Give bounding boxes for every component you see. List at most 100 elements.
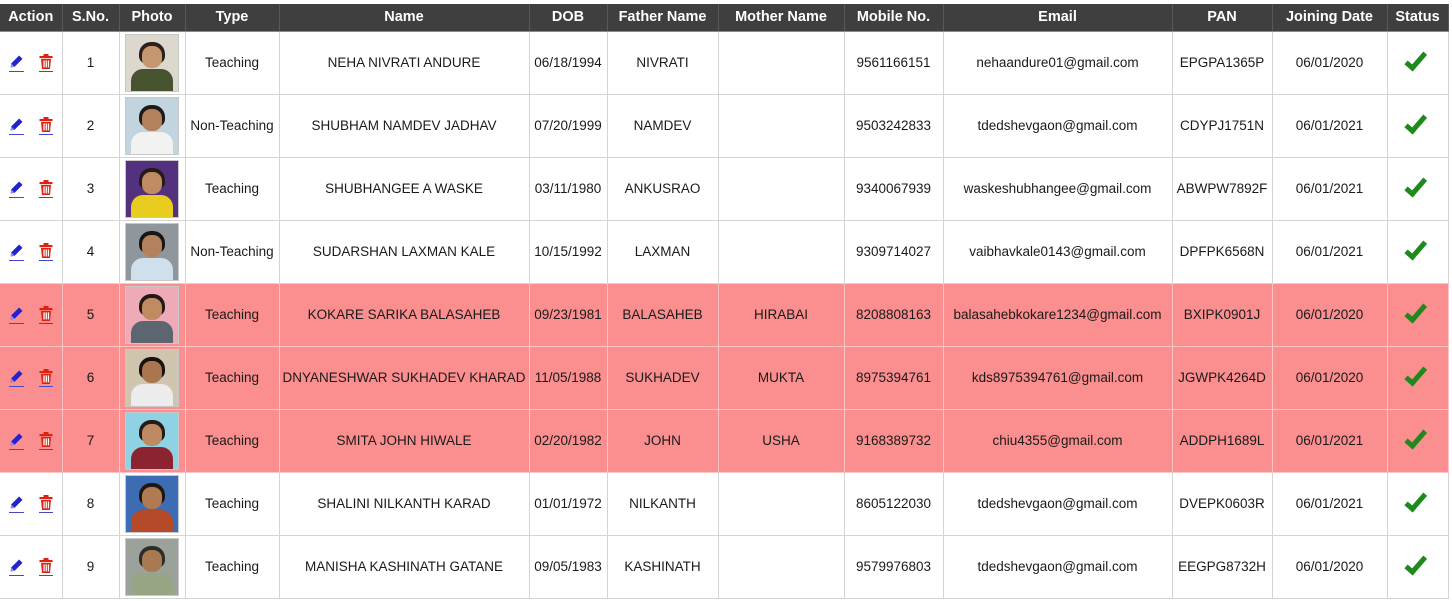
dob-cell: 10/15/1992: [528, 219, 608, 284]
action-cell: [0, 156, 63, 221]
type-cell: Teaching: [184, 345, 280, 410]
photo-face-shape: [142, 108, 162, 131]
delete-button[interactable]: [38, 179, 53, 198]
edit-button[interactable]: [8, 558, 24, 576]
type-cell: Teaching: [184, 282, 280, 347]
edit-button[interactable]: [8, 243, 24, 261]
column-header-father-name: Father Name: [607, 4, 719, 32]
delete-button[interactable]: [38, 242, 53, 261]
email-cell: chiu4355@gmail.com: [942, 408, 1173, 473]
mobile-no-cell: 9309714027: [843, 219, 944, 284]
father-name-cell: LAXMAN: [606, 219, 719, 284]
email-cell: tdedshevgaon@gmail.com: [942, 93, 1173, 158]
table-row: 5 Teaching KOKARE SARIKA BALASAHEB 09/23…: [0, 282, 1449, 347]
mother-name-cell: MUKTA: [717, 345, 845, 410]
pan-cell: EPGPA1365P: [1171, 30, 1273, 95]
type-cell: Teaching: [184, 156, 280, 221]
type-cell: Teaching: [184, 471, 280, 536]
delete-button[interactable]: [38, 368, 53, 387]
photo-face-shape: [142, 297, 162, 320]
photo-face-shape: [142, 549, 162, 572]
status-active-check-icon: [1403, 362, 1427, 387]
status-cell: [1386, 471, 1449, 536]
dob-cell: 09/05/1983: [528, 534, 608, 599]
photo-cell: [118, 282, 186, 347]
edit-button[interactable]: [8, 117, 24, 135]
mother-name-cell: [717, 156, 845, 221]
type-cell: Teaching: [184, 408, 280, 473]
edit-button[interactable]: [8, 369, 24, 387]
action-cell: [0, 93, 63, 158]
photo-torso-shape: [131, 572, 173, 595]
staff-photo: [125, 96, 179, 155]
status-cell: [1386, 30, 1449, 95]
table-row: 8 Teaching SHALINI NILKANTH KARAD 01/01/…: [0, 471, 1449, 536]
status-active-check-icon: [1403, 47, 1427, 72]
pencil-icon: [9, 306, 24, 321]
type-cell: Non-Teaching: [184, 93, 280, 158]
trash-icon: [39, 179, 53, 195]
staff-table: Action S.No. Photo Type Name DOB Father …: [0, 4, 1449, 599]
edit-button[interactable]: [8, 180, 24, 198]
father-name-cell: KASHINATH: [606, 534, 719, 599]
mother-name-cell: [717, 30, 845, 95]
name-cell: DNYANESHWAR SUKHADEV KHARAD: [278, 345, 530, 410]
father-name-cell: SUKHADEV: [606, 345, 719, 410]
staff-photo: [125, 33, 179, 92]
status-cell: [1386, 282, 1449, 347]
joining-date-cell: 06/01/2021: [1271, 219, 1388, 284]
column-header-mother-name: Mother Name: [718, 4, 845, 32]
pan-cell: DPFPK6568N: [1171, 219, 1273, 284]
column-header-photo: Photo: [119, 4, 186, 32]
pencil-icon: [9, 243, 24, 258]
pencil-icon: [9, 432, 24, 447]
status-active-check-icon: [1403, 173, 1427, 198]
trash-icon: [39, 242, 53, 258]
name-cell: KOKARE SARIKA BALASAHEB: [278, 282, 530, 347]
column-header-email: Email: [943, 4, 1173, 32]
status-active-check-icon: [1403, 299, 1427, 324]
delete-button[interactable]: [38, 305, 53, 324]
photo-face-shape: [142, 171, 162, 194]
edit-button[interactable]: [8, 306, 24, 324]
action-cell: [0, 345, 63, 410]
table-row: 7 Teaching SMITA JOHN HIWALE 02/20/1982 …: [0, 408, 1449, 473]
column-header-joining-date: Joining Date: [1272, 4, 1388, 32]
delete-button[interactable]: [38, 494, 53, 513]
edit-button[interactable]: [8, 432, 24, 450]
action-cell: [0, 30, 63, 95]
mobile-no-cell: 9168389732: [843, 408, 944, 473]
photo-torso-shape: [131, 446, 173, 469]
type-cell: Teaching: [184, 30, 280, 95]
staff-photo: [125, 222, 179, 281]
trash-icon: [39, 53, 53, 69]
staff-photo: [125, 411, 179, 470]
status-active-check-icon: [1403, 110, 1427, 135]
table-row: 6 Teaching DNYANESHWAR SUKHADEV KHARAD 1…: [0, 345, 1449, 410]
pan-cell: ADDPH1689L: [1171, 408, 1273, 473]
pencil-icon: [9, 180, 24, 195]
action-cell: [0, 408, 63, 473]
column-header-sno: S.No.: [62, 4, 120, 32]
delete-button[interactable]: [38, 116, 53, 135]
table-header-row: Action S.No. Photo Type Name DOB Father …: [0, 4, 1449, 32]
status-cell: [1386, 408, 1449, 473]
pan-cell: BXIPK0901J: [1171, 282, 1273, 347]
delete-button[interactable]: [38, 53, 53, 72]
joining-date-cell: 06/01/2021: [1271, 156, 1388, 221]
name-cell: SMITA JOHN HIWALE: [278, 408, 530, 473]
serial-number-cell: 2: [61, 93, 120, 158]
delete-button[interactable]: [38, 557, 53, 576]
serial-number-cell: 6: [61, 345, 120, 410]
table-row: 3 Teaching SHUBHANGEE A WASKE 03/11/1980…: [0, 156, 1449, 221]
joining-date-cell: 06/01/2021: [1271, 408, 1388, 473]
edit-button[interactable]: [8, 54, 24, 72]
edit-button[interactable]: [8, 495, 24, 513]
photo-cell: [118, 30, 186, 95]
status-cell: [1386, 345, 1449, 410]
type-cell: Non-Teaching: [184, 219, 280, 284]
serial-number-cell: 7: [61, 408, 120, 473]
delete-button[interactable]: [38, 431, 53, 450]
photo-torso-shape: [131, 131, 173, 154]
staff-photo: [125, 348, 179, 407]
